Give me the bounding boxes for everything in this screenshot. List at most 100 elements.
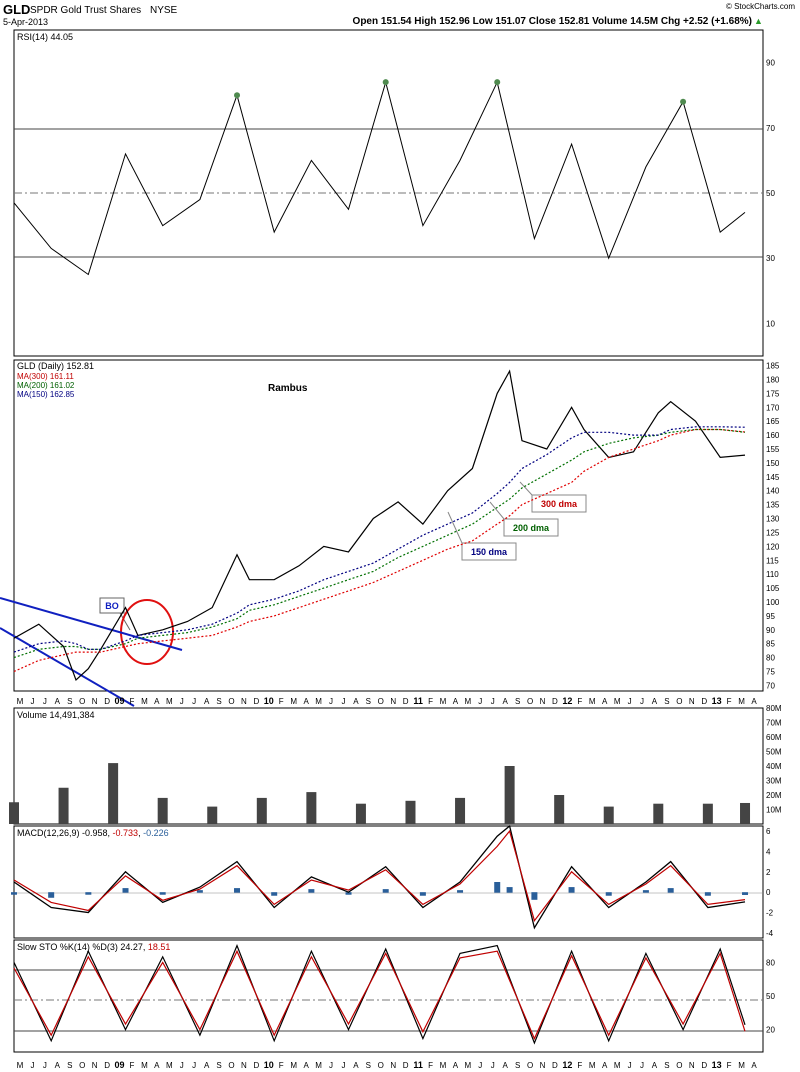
up-arrow-icon: ▲ [754, 16, 763, 26]
price-tick-label: 160 [766, 431, 780, 440]
volume-bar [207, 806, 218, 824]
month-label: M [315, 697, 322, 706]
macd-histogram-bar [457, 890, 464, 893]
month-label: J [491, 1061, 495, 1070]
month-label: D [104, 1061, 110, 1070]
month-label: M [465, 697, 472, 706]
macd-histogram-bar [122, 888, 129, 893]
month-label: D [552, 1061, 558, 1070]
volume-tick-label: 50M [766, 748, 782, 757]
volume-bar [9, 802, 19, 824]
month-label: M [141, 697, 148, 706]
macd-histogram-bar [605, 892, 612, 896]
month-label: M [614, 697, 621, 706]
macd-histogram-bar [271, 892, 278, 896]
month-label: N [390, 697, 396, 706]
macd-histogram-bar [382, 889, 389, 893]
bo-annotation: BO [105, 601, 119, 611]
price-tick-label: 120 [766, 542, 780, 551]
month-label: 13 [712, 1060, 722, 1070]
month-label: 11 [413, 1060, 423, 1070]
quote-line: Open 151.54 High 152.96 Low 151.07 Close… [353, 16, 752, 27]
macd-histogram-bar [704, 892, 711, 896]
month-label: A [303, 697, 309, 706]
month-label: M [17, 1061, 24, 1070]
volume-bar [256, 797, 267, 824]
exchange: NYSE [150, 5, 178, 16]
month-label: N [390, 1061, 396, 1070]
month-label: F [279, 1061, 284, 1070]
month-label: J [341, 697, 345, 706]
macd-histogram-bar [345, 892, 352, 895]
month-label: F [130, 1061, 135, 1070]
rsi-overbought-mark [382, 79, 389, 86]
volume-panel-frame [13, 707, 764, 825]
volume-bar [405, 800, 416, 824]
volume-tick-label: 10M [766, 806, 782, 815]
macd-tick-label: 4 [766, 847, 771, 856]
month-label: N [92, 697, 98, 706]
price-tick-label: 125 [766, 528, 780, 537]
price-tick-label: 110 [766, 570, 779, 579]
price-tick-label: 140 [766, 487, 780, 496]
month-label: O [378, 697, 384, 706]
legend-ma300: MA(300) 161.11 [17, 372, 74, 381]
month-label: F [577, 1061, 582, 1070]
month-label: A [353, 1061, 359, 1070]
month-label: 12 [562, 1060, 572, 1070]
month-label: A [602, 1061, 608, 1070]
rsi-line [13, 80, 746, 276]
month-label: 09 [115, 696, 125, 706]
symbol: GLD [3, 2, 30, 17]
macd-histogram-bar [419, 892, 426, 896]
price-tick-label: 90 [766, 626, 775, 635]
price-tick-label: 105 [766, 584, 780, 593]
month-label: F [577, 697, 582, 706]
month-label: N [689, 1061, 695, 1070]
month-label: F [279, 697, 284, 706]
ma300-line [13, 428, 746, 673]
month-label: S [515, 1061, 520, 1070]
month-label: J [30, 697, 34, 706]
month-label: A [453, 1061, 459, 1070]
month-label: S [515, 697, 520, 706]
month-label: 13 [712, 696, 722, 706]
month-label: J [478, 697, 482, 706]
month-label: O [228, 1061, 234, 1070]
volume-tick-label: 80M [766, 704, 782, 713]
box-200dma [503, 518, 559, 537]
annotation-300dma: 300 dma [541, 499, 578, 509]
month-label: M [440, 1061, 447, 1070]
month-label: F [727, 697, 732, 706]
rsi-overbought-mark [234, 92, 241, 99]
rsi-overbought-mark [494, 79, 501, 86]
month-label: A [751, 697, 757, 706]
month-label: N [241, 1061, 247, 1070]
month-label: M [290, 1061, 297, 1070]
month-label: M [166, 697, 173, 706]
month-label: F [130, 697, 135, 706]
macd-histogram-bar [531, 892, 538, 900]
price-tick-label: 180 [766, 375, 780, 384]
month-label: 12 [562, 696, 572, 706]
month-label: J [329, 697, 333, 706]
macd-histogram-bar [234, 888, 241, 893]
rsi-tick-label: 70 [766, 124, 775, 133]
volume-tick-label: 30M [766, 777, 782, 786]
bo-box [99, 597, 125, 614]
month-label: D [701, 697, 707, 706]
volume-bar [740, 802, 751, 824]
volume-bar [355, 803, 366, 824]
macd-histogram-bar [196, 890, 203, 893]
company-name: SPDR Gold Trust Shares [30, 5, 141, 16]
volume-bar [58, 787, 69, 824]
month-label: A [652, 1061, 658, 1070]
month-label: D [253, 1061, 259, 1070]
price-panel-frame [13, 359, 764, 692]
macd-histogram-bar [494, 882, 501, 893]
month-label: A [503, 1061, 509, 1070]
price-tick-label: 130 [766, 515, 780, 524]
month-label: A [751, 1061, 757, 1070]
month-label: M [738, 1061, 745, 1070]
month-label: N [540, 1061, 546, 1070]
